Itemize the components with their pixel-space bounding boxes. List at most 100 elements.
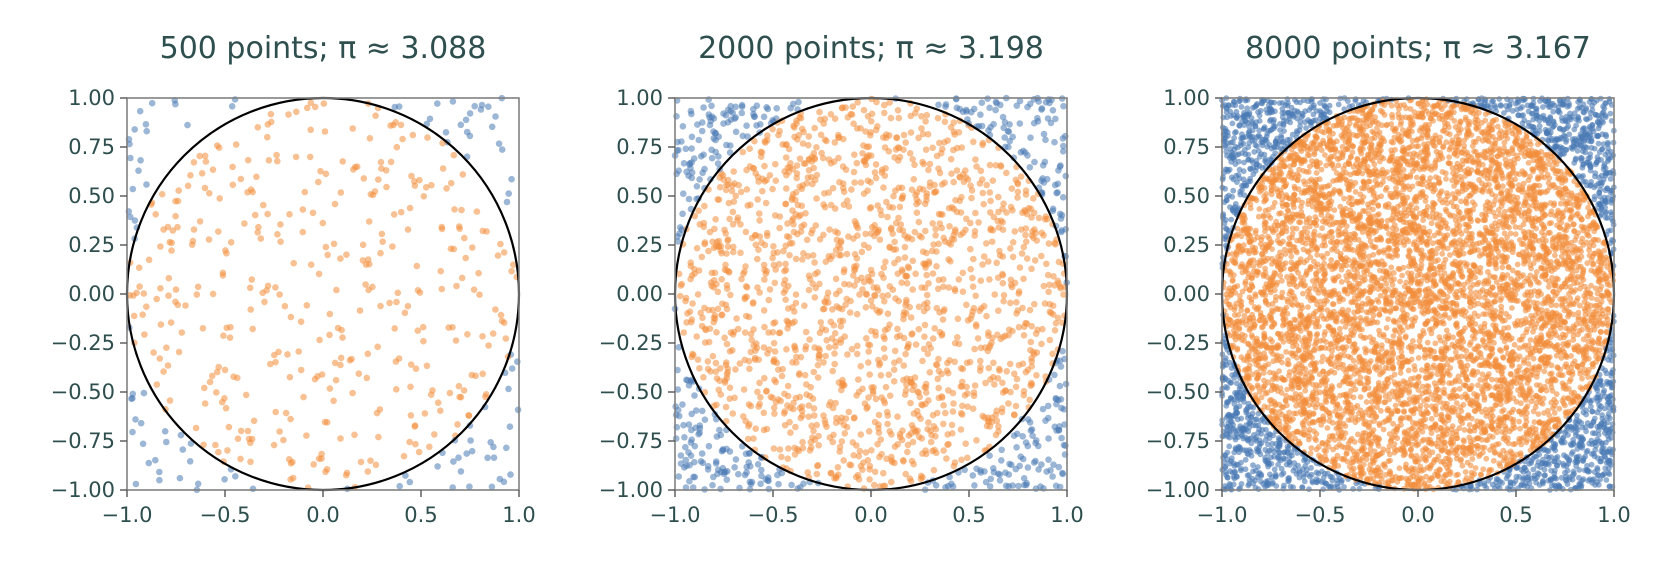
inside-point <box>890 378 898 385</box>
inside-point <box>834 464 842 471</box>
outside-point <box>1031 158 1038 166</box>
inside-point <box>684 310 691 317</box>
inside-point <box>1484 437 1491 443</box>
inside-point <box>469 244 476 251</box>
inside-point <box>833 303 841 310</box>
inside-point <box>145 256 153 264</box>
inside-point <box>896 226 903 234</box>
inside-point <box>902 272 910 280</box>
inside-point <box>871 418 879 426</box>
inside-point <box>970 138 977 146</box>
inside-point <box>723 340 731 348</box>
outside-point <box>132 480 140 488</box>
inside-point <box>1401 408 1407 414</box>
outside-point <box>942 103 949 110</box>
y-axis: 1.000.750.500.250.00−0.25−0.50−0.75−1.00 <box>599 86 675 502</box>
inside-point <box>746 163 754 170</box>
inside-point <box>281 302 289 310</box>
inside-point <box>865 244 872 251</box>
inside-point <box>409 131 417 139</box>
outside-point <box>757 480 764 488</box>
outside-point <box>708 154 716 162</box>
inside-point <box>964 390 971 397</box>
inside-point <box>743 312 750 320</box>
inside-point <box>872 332 879 339</box>
chart-title: 2000 points; π ≈ 3.198 <box>698 31 1044 66</box>
inside-point <box>712 359 720 367</box>
inside-point <box>337 435 344 442</box>
inside-point <box>1045 288 1052 296</box>
inside-point <box>1428 415 1435 422</box>
inside-point <box>813 144 820 151</box>
inside-point <box>1023 255 1031 262</box>
inside-point <box>907 129 915 136</box>
inside-point <box>1423 403 1430 409</box>
inside-point <box>1007 245 1014 252</box>
outside-point <box>788 481 795 489</box>
outside-point <box>687 107 695 115</box>
inside-point <box>922 400 929 408</box>
inside-point <box>921 383 928 391</box>
inside-point <box>881 298 888 305</box>
outside-point <box>462 116 470 124</box>
outside-point <box>1001 134 1008 141</box>
inside-point <box>939 316 947 323</box>
outside-point <box>131 126 138 133</box>
outside-point <box>775 480 782 488</box>
outside-point <box>1026 419 1034 426</box>
inside-point <box>272 358 279 366</box>
outside-point <box>712 148 719 156</box>
inside-point <box>415 448 423 456</box>
inside-point <box>946 223 953 230</box>
outside-point <box>735 470 742 478</box>
inside-point <box>701 304 708 312</box>
outside-point <box>455 454 462 462</box>
inside-point <box>770 404 778 412</box>
inside-point <box>884 213 891 221</box>
inside-point <box>172 212 179 220</box>
outside-point <box>156 468 163 476</box>
outside-point <box>762 476 769 483</box>
inside-point <box>863 335 870 342</box>
inside-point <box>741 268 748 275</box>
inside-point <box>1027 338 1035 346</box>
inside-point <box>877 436 885 443</box>
inside-point <box>213 389 220 396</box>
inside-point <box>412 365 420 373</box>
inside-point <box>754 284 761 291</box>
outside-point <box>795 98 802 106</box>
inside-point <box>1442 170 1449 177</box>
outside-point <box>152 456 159 464</box>
inside-point <box>389 243 396 250</box>
inside-point <box>865 359 872 366</box>
outside-point <box>503 444 510 452</box>
outside-point <box>1002 482 1010 490</box>
outside-point <box>129 185 137 193</box>
inside-point <box>735 181 742 189</box>
inside-point <box>184 182 192 190</box>
inside-point <box>1002 387 1009 395</box>
inside-point <box>762 199 770 207</box>
inside-point <box>165 292 172 300</box>
inside-point <box>353 163 361 170</box>
inside-point <box>945 387 952 394</box>
inside-point <box>756 210 763 217</box>
inside-point <box>822 420 829 428</box>
x-tick-label: 0.0 <box>854 503 887 527</box>
y-tick-label: 0.00 <box>68 282 115 306</box>
y-tick-label: 1.00 <box>68 86 115 110</box>
inside-point <box>785 445 792 452</box>
outside-point <box>956 105 964 113</box>
inside-point <box>999 279 1007 287</box>
inside-point <box>806 275 814 283</box>
inside-point <box>702 339 709 346</box>
inside-point <box>306 153 314 161</box>
inside-point <box>857 179 865 186</box>
inside-point <box>814 269 821 276</box>
inside-point <box>867 179 874 186</box>
inside-point <box>676 292 684 300</box>
inside-point <box>464 331 471 338</box>
inside-point <box>919 357 926 365</box>
outside-point <box>679 210 686 218</box>
